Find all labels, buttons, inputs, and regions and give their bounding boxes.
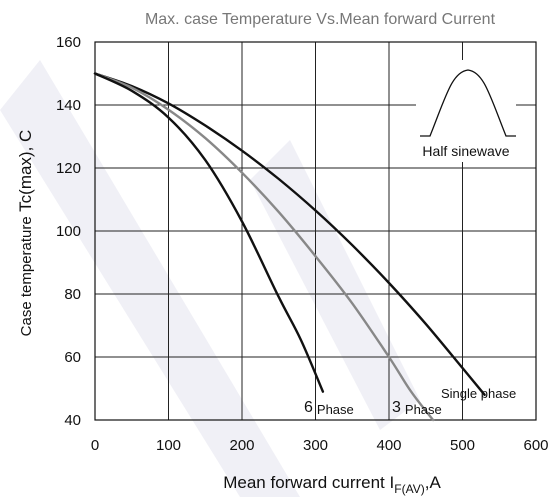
y-tick-labels: 40 60 80 100 120 140 160 — [56, 34, 81, 429]
series-label-6-phase: 6 Phase — [304, 399, 354, 417]
y-tick-label: 80 — [64, 286, 81, 303]
plot-border — [94, 41, 537, 421]
half-sinewave-icon — [420, 69, 516, 137]
series-label-sub: Phase — [405, 402, 442, 417]
series-label-main: Single phase — [441, 386, 516, 401]
x-tick-label: 100 — [156, 437, 181, 454]
series-line-6-phase — [93, 72, 325, 393]
x-tick-label: 500 — [450, 437, 475, 454]
x-axis-label-subscript: F(AV) — [394, 482, 424, 496]
x-tick-labels: 0 100 200 300 400 500 600 — [91, 437, 549, 454]
x-axis-label-unit: ,A — [425, 473, 442, 492]
x-tick-label: 300 — [303, 437, 328, 454]
x-tick-label: 400 — [376, 437, 401, 454]
inset-background — [416, 60, 516, 162]
half-sinewave-inset: Half sinewave — [416, 60, 516, 162]
series-labels: Single phase 3 Phase 6 Phase — [304, 386, 516, 417]
series-lines — [93, 72, 486, 422]
y-tick-label: 160 — [56, 34, 81, 51]
series-label-sub: Phase — [317, 402, 354, 417]
series-label-single-phase: Single phase — [441, 386, 516, 401]
series-label-main: 3 — [392, 399, 401, 416]
series-line-single-phase — [93, 72, 486, 396]
x-axis-label-symbol: I — [390, 473, 395, 492]
x-axis-label-text: Mean forward current — [223, 473, 385, 492]
series-line-3-phase — [93, 72, 435, 422]
series-label-main: 6 — [304, 399, 313, 416]
y-tick-label: 100 — [56, 223, 81, 240]
inset-label: Half sinewave — [422, 143, 509, 159]
watermark — [0, 60, 420, 497]
x-tick-label: 0 — [91, 437, 99, 454]
y-tick-label: 40 — [64, 412, 81, 429]
plot-frame — [94, 41, 537, 421]
y-axis-label: Case temperature Tc(max), C — [16, 130, 35, 337]
y-axis-label-symbol: Tc(max), C — [16, 130, 35, 212]
y-tick-label: 140 — [56, 97, 81, 114]
x-tick-label: 600 — [523, 437, 548, 454]
y-axis-label-text: Case temperature — [18, 216, 35, 336]
x-tick-label: 200 — [229, 437, 254, 454]
series-label-3-phase: 3 Phase — [392, 399, 442, 417]
y-tick-label: 60 — [64, 349, 81, 366]
x-axis-label: Mean forward current IF(AV),A — [223, 473, 441, 496]
y-tick-label: 120 — [56, 160, 81, 177]
chart-title: Max. case Temperature Vs.Mean forward Cu… — [145, 11, 496, 28]
